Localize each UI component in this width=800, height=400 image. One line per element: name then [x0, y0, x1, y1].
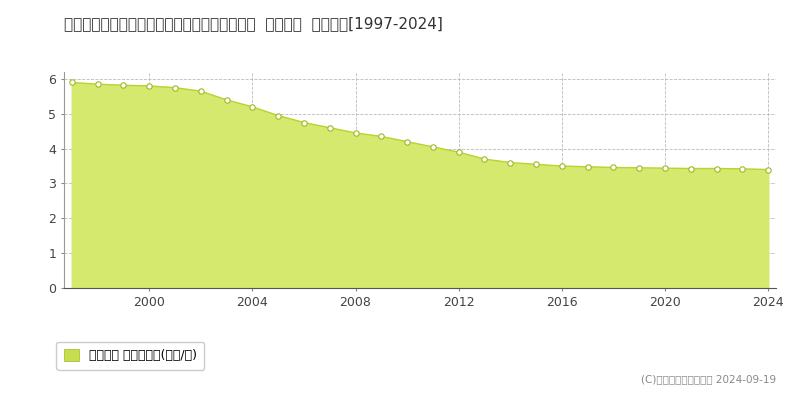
Point — [530, 161, 542, 168]
Point — [169, 84, 182, 91]
Point — [117, 82, 130, 88]
Point — [607, 164, 620, 171]
Point — [504, 159, 517, 166]
Point — [452, 149, 465, 155]
Text: 福島県西白河郡中島村大字滑津字滑津原２番１  基準地価  地価推移[1997-2024]: 福島県西白河郡中島村大字滑津字滑津原２番１ 基準地価 地価推移[1997-202… — [64, 16, 443, 31]
Point — [710, 165, 723, 172]
Point — [582, 164, 594, 170]
Point — [323, 124, 336, 131]
Point — [685, 165, 698, 172]
Point — [91, 81, 104, 87]
Text: (C)土地価格ドットコム 2024-09-19: (C)土地価格ドットコム 2024-09-19 — [641, 374, 776, 384]
Point — [66, 79, 78, 86]
Point — [246, 104, 258, 110]
Point — [555, 163, 568, 169]
Point — [375, 133, 388, 140]
Point — [220, 97, 233, 103]
Point — [426, 144, 439, 150]
Point — [298, 119, 310, 126]
Point — [272, 112, 285, 119]
Point — [762, 166, 774, 173]
Point — [478, 156, 491, 162]
Point — [194, 88, 207, 94]
Point — [349, 130, 362, 136]
Point — [142, 83, 155, 89]
Legend: 基準地価 平均坪単価(万円/坪): 基準地価 平均坪単価(万円/坪) — [56, 342, 204, 370]
Point — [658, 165, 671, 171]
Point — [736, 166, 749, 172]
Point — [401, 138, 414, 145]
Point — [633, 165, 646, 171]
